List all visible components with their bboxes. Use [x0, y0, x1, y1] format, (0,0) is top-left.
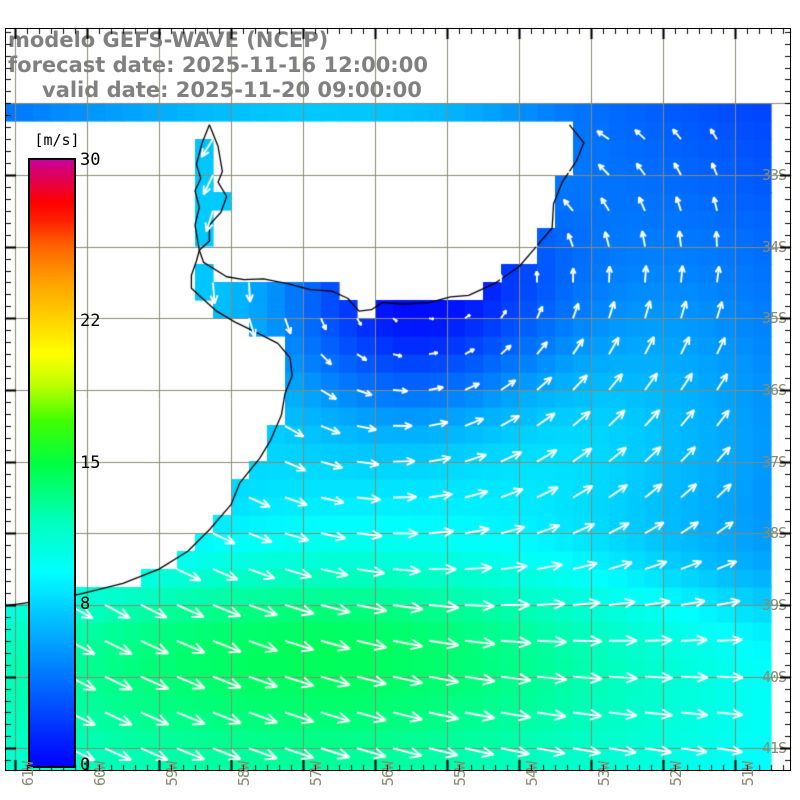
wind-field-figure: modelo GEFS-WAVE (NCEP) forecast date: 2…: [0, 0, 800, 800]
axis-ticks-canvas: [0, 0, 800, 800]
